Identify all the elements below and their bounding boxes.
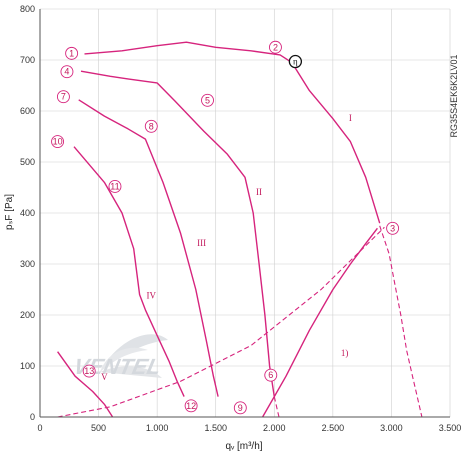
point-label-circle bbox=[65, 46, 79, 60]
dashed-line-1 bbox=[57, 226, 385, 418]
point-label-12: 12 bbox=[184, 399, 198, 413]
point-label-circle bbox=[264, 368, 278, 382]
point-label-11: 11 bbox=[108, 180, 122, 193]
efficiency-text: η bbox=[293, 57, 298, 67]
point-label-3: 3 bbox=[386, 221, 400, 235]
point-label-circle bbox=[269, 40, 282, 54]
point-label-10: 10 bbox=[51, 135, 65, 149]
point-label-4: 4 bbox=[60, 65, 74, 79]
annotation-IV: IV bbox=[147, 291, 157, 301]
y-tick-label: 400 bbox=[20, 208, 35, 218]
y-tick-label: 100 bbox=[20, 361, 35, 371]
point-label-7: 7 bbox=[56, 90, 70, 104]
point-label-8: 8 bbox=[144, 119, 158, 133]
point-label-circle bbox=[201, 93, 214, 107]
point-label-text: 6 bbox=[268, 370, 273, 380]
series-line-5 bbox=[57, 351, 114, 418]
x-tick-label: 1.000 bbox=[146, 423, 169, 433]
point-label-text: 1 bbox=[69, 48, 74, 58]
x-tick-label: 2.500 bbox=[322, 423, 345, 433]
y-tick-label: 500 bbox=[20, 157, 35, 167]
point-label-6: 6 bbox=[264, 368, 278, 382]
point-label-2: 2 bbox=[269, 40, 282, 54]
point-label-text: 7 bbox=[61, 92, 66, 102]
x-tick-label: 2.000 bbox=[263, 423, 286, 433]
annotation-III: III bbox=[197, 238, 206, 248]
dashed-line-3 bbox=[273, 396, 280, 418]
annotation-V: V bbox=[101, 372, 108, 382]
point-label-5: 5 bbox=[201, 93, 214, 107]
model-code: RG35S4EK6K2LV01 bbox=[449, 55, 459, 138]
point-label-circle bbox=[233, 401, 247, 415]
y-tick-label: 800 bbox=[20, 4, 35, 14]
annotation-1: 1) bbox=[341, 348, 349, 358]
series-line-1 bbox=[84, 41, 381, 224]
point-label-circle bbox=[51, 135, 65, 149]
point-label-text: 10 bbox=[53, 137, 63, 147]
efficiency-circle bbox=[288, 54, 303, 69]
point-label-13: 13 bbox=[82, 364, 96, 378]
point-label-text: 11 bbox=[110, 181, 119, 191]
point-label-text: 2 bbox=[273, 42, 278, 52]
point-label-circle bbox=[82, 364, 96, 378]
point-label-text: 9 bbox=[238, 403, 243, 413]
point-label-circle bbox=[60, 65, 74, 79]
annotation-I: I bbox=[349, 113, 352, 123]
y-tick-label: 200 bbox=[20, 310, 35, 320]
point-label-circle bbox=[56, 90, 70, 104]
point-label-text: 13 bbox=[84, 366, 94, 376]
point-label-text: 4 bbox=[64, 67, 69, 77]
x-tick-label: 500 bbox=[91, 423, 106, 433]
point-label-9: 9 bbox=[233, 401, 247, 415]
x-tick-label: 3.000 bbox=[380, 423, 403, 433]
series-line-4 bbox=[73, 146, 185, 397]
y-axis-label: pₛF [Pa] bbox=[4, 194, 15, 230]
series-line-6 bbox=[261, 227, 378, 418]
series-line-2 bbox=[80, 70, 275, 397]
point-label-circle bbox=[144, 119, 158, 133]
y-tick-label: 600 bbox=[20, 106, 35, 116]
y-tick-label: 0 bbox=[30, 412, 35, 422]
x-tick-label: 1.500 bbox=[204, 423, 227, 433]
point-label-circle bbox=[108, 180, 122, 193]
point-label-circle bbox=[386, 221, 400, 235]
x-tick-label: 3.500 bbox=[439, 423, 462, 433]
point-label-text: 3 bbox=[390, 223, 395, 233]
grid bbox=[39, 8, 451, 418]
series-line-3 bbox=[78, 99, 219, 397]
x-axis-label: qᵥ [m³/h] bbox=[225, 441, 262, 452]
point-label-text: 8 bbox=[149, 121, 154, 131]
efficiency-marker: η bbox=[288, 54, 303, 69]
axes: 0 500 1.000 1.500 2.000 2.500 3.000 3.500 0 100 20… bbox=[20, 4, 461, 433]
y-tick-label: 700 bbox=[20, 55, 35, 65]
annotation-II: II bbox=[256, 187, 262, 197]
dashed-line-2 bbox=[379, 225, 423, 418]
point-label-text: 5 bbox=[205, 95, 210, 105]
point-label-1: 1 bbox=[65, 46, 79, 60]
x-tick-label: 0 bbox=[37, 423, 42, 433]
point-label-text: 12 bbox=[186, 401, 196, 411]
axis-text: qᵥ [m³/h] pₛF [Pa] RG35S4EK6K2LV01 bbox=[4, 55, 459, 452]
curves bbox=[57, 41, 423, 418]
fan-blade-logo bbox=[100, 334, 168, 378]
y-tick-label: 300 bbox=[20, 259, 35, 269]
point-label-circle bbox=[184, 399, 198, 413]
